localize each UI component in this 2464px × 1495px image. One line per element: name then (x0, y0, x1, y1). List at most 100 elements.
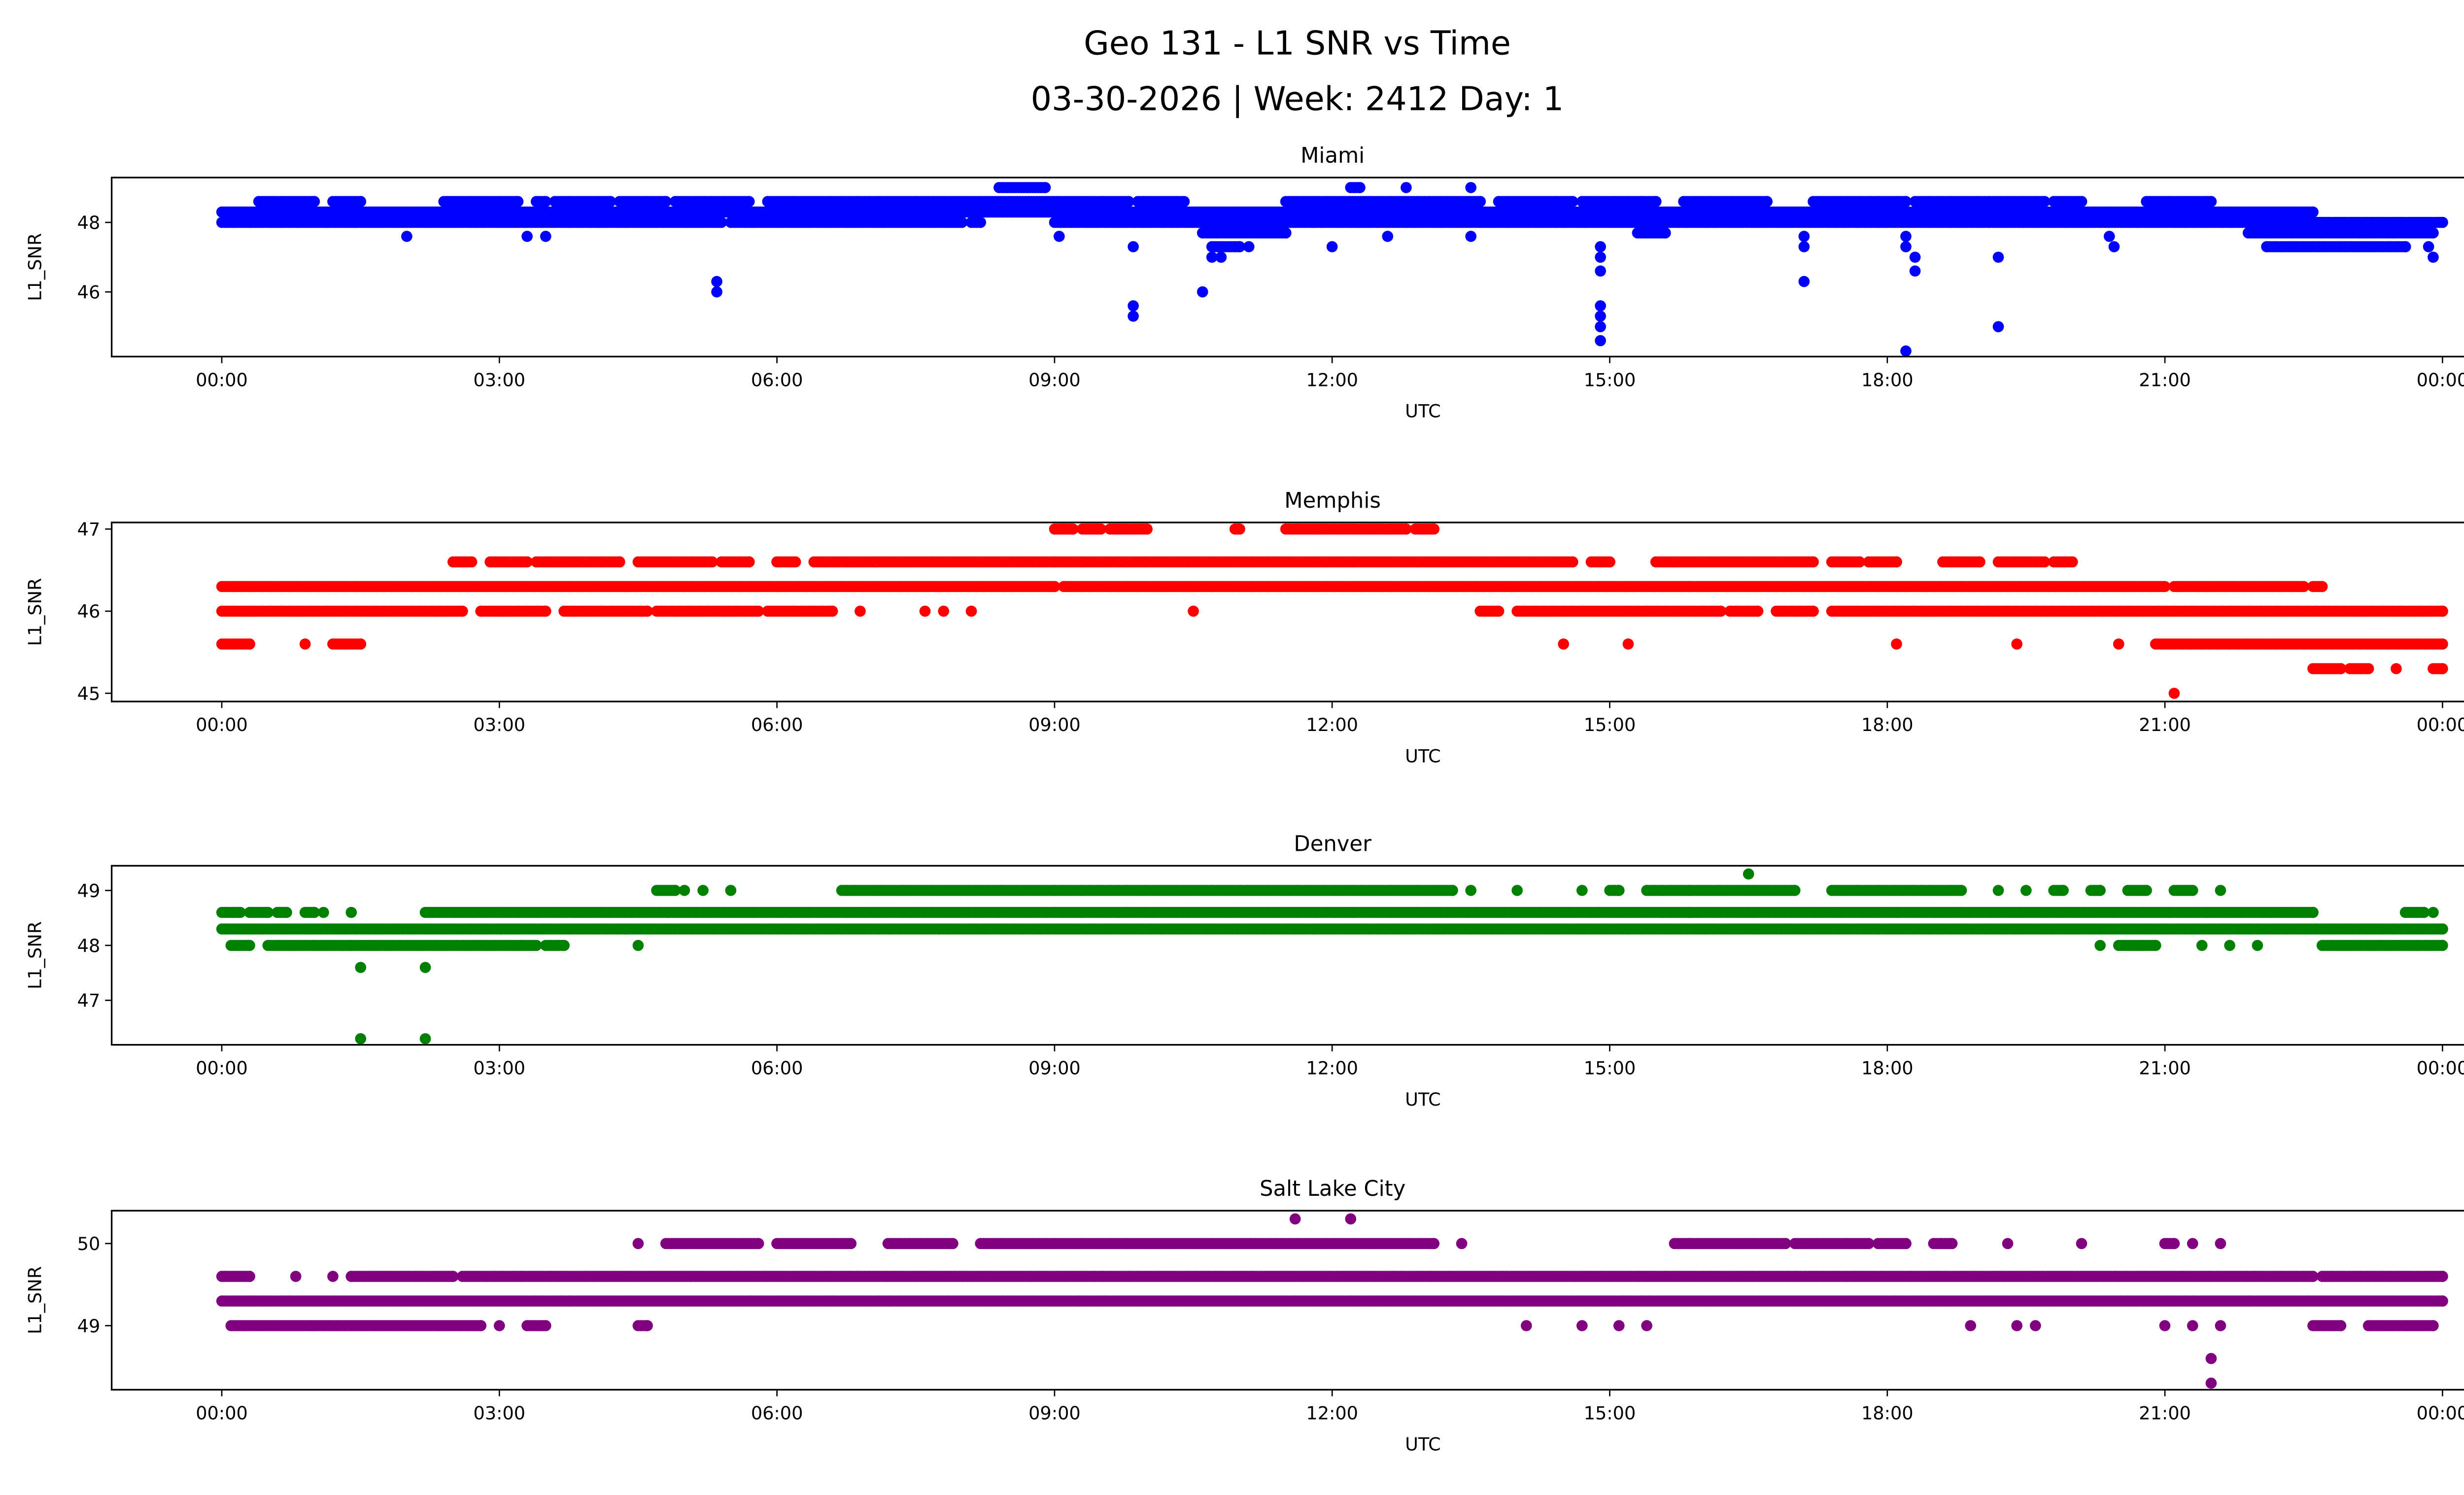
data-point (1215, 251, 1227, 263)
data-point (1715, 605, 1727, 617)
data-point (2108, 241, 2120, 252)
data-point (1326, 241, 1338, 252)
data-point (2168, 688, 2180, 699)
data-point (1039, 182, 1051, 193)
data-point (1141, 523, 1153, 535)
data-point (1650, 196, 1662, 208)
data-point (1128, 311, 1139, 322)
data-point (2066, 556, 2078, 568)
data-point (1900, 231, 1912, 242)
y-axis-label: L1_SNR (24, 233, 45, 301)
data-point (2428, 251, 2439, 263)
data-point (1558, 638, 1569, 650)
data-point (1567, 196, 1578, 208)
x-tick-label: 21:00 (2139, 714, 2191, 735)
data-point (1891, 638, 1902, 650)
y-tick-label: 46 (77, 282, 101, 303)
data-point (1595, 251, 1606, 263)
x-axis-label: UTC (1405, 401, 1441, 422)
data-point (355, 196, 367, 208)
data-point (299, 638, 311, 650)
data-point (1622, 638, 1634, 650)
x-tick-label: 00:00 (2417, 714, 2464, 735)
x-tick-label: 00:00 (196, 369, 248, 390)
data-point (716, 216, 727, 228)
x-tick-label: 06:00 (751, 369, 803, 390)
data-point (2039, 556, 2051, 568)
data-point (743, 196, 755, 208)
data-point (2011, 638, 2023, 650)
data-point (938, 605, 950, 617)
data-point (706, 556, 718, 568)
data-point (1595, 300, 1606, 312)
x-tick-label: 03:00 (474, 714, 526, 735)
data-point (1234, 523, 1245, 535)
data-point (1808, 556, 1819, 568)
data-point (1428, 523, 1440, 535)
x-tick-label: 15:00 (1584, 714, 1636, 735)
data-point (401, 231, 412, 242)
data-point (1234, 241, 1245, 252)
data-point (540, 196, 551, 208)
data-point (2113, 638, 2124, 650)
data-point (308, 196, 320, 208)
data-point (1206, 251, 1218, 263)
data-point (540, 605, 551, 617)
data-point (1465, 231, 1477, 242)
data-point (1798, 231, 1810, 242)
data-point (1604, 556, 1615, 568)
data-point (1909, 251, 1921, 263)
data-point (1900, 241, 1912, 252)
data-point (642, 605, 653, 617)
figure-title: Geo 131 - L1 SNR vs Time (1084, 24, 1511, 62)
data-point (1178, 196, 1190, 208)
data-point (2103, 231, 2115, 242)
data-point (244, 638, 255, 650)
subplot-title: Denver (1294, 832, 1371, 856)
data-point (1798, 276, 1810, 287)
data-point (1474, 196, 1486, 208)
data-point (1595, 321, 1606, 333)
data-point (2316, 581, 2328, 592)
data-point (1761, 196, 1773, 208)
data-point (1280, 227, 1292, 239)
data-points (216, 523, 2448, 699)
y-tick-label: 45 (77, 683, 101, 704)
data-point (2335, 663, 2347, 674)
data-point (1053, 231, 1065, 242)
y-axis-label: L1_SNR (24, 578, 45, 646)
data-point (2437, 638, 2448, 650)
data-point (355, 638, 367, 650)
data-point (1992, 251, 2004, 263)
data-point (2159, 581, 2171, 592)
x-tick-label: 09:00 (1028, 369, 1081, 390)
data-point (1128, 300, 1139, 312)
data-point (512, 196, 524, 208)
data-point (711, 276, 722, 287)
data-point (1493, 605, 1505, 617)
data-point (1465, 182, 1477, 193)
data-point (1595, 265, 1606, 277)
data-point (2399, 241, 2411, 252)
data-point (1900, 196, 1912, 208)
data-point (1595, 241, 1606, 252)
data-point (753, 605, 764, 617)
data-point (1049, 581, 1061, 592)
data-points (216, 182, 2448, 357)
data-point (2298, 581, 2310, 592)
data-point (855, 605, 866, 617)
data-point (2437, 216, 2448, 228)
data-point (2437, 605, 2448, 617)
x-tick-label: 06:00 (751, 714, 803, 735)
data-point (2428, 227, 2439, 239)
data-point (466, 556, 478, 568)
data-point (1974, 556, 1985, 568)
data-point (660, 196, 672, 208)
data-point (1067, 523, 1079, 535)
data-point (2362, 663, 2374, 674)
data-point (1401, 523, 1412, 535)
data-point (1891, 556, 1902, 568)
data-point (1567, 556, 1578, 568)
